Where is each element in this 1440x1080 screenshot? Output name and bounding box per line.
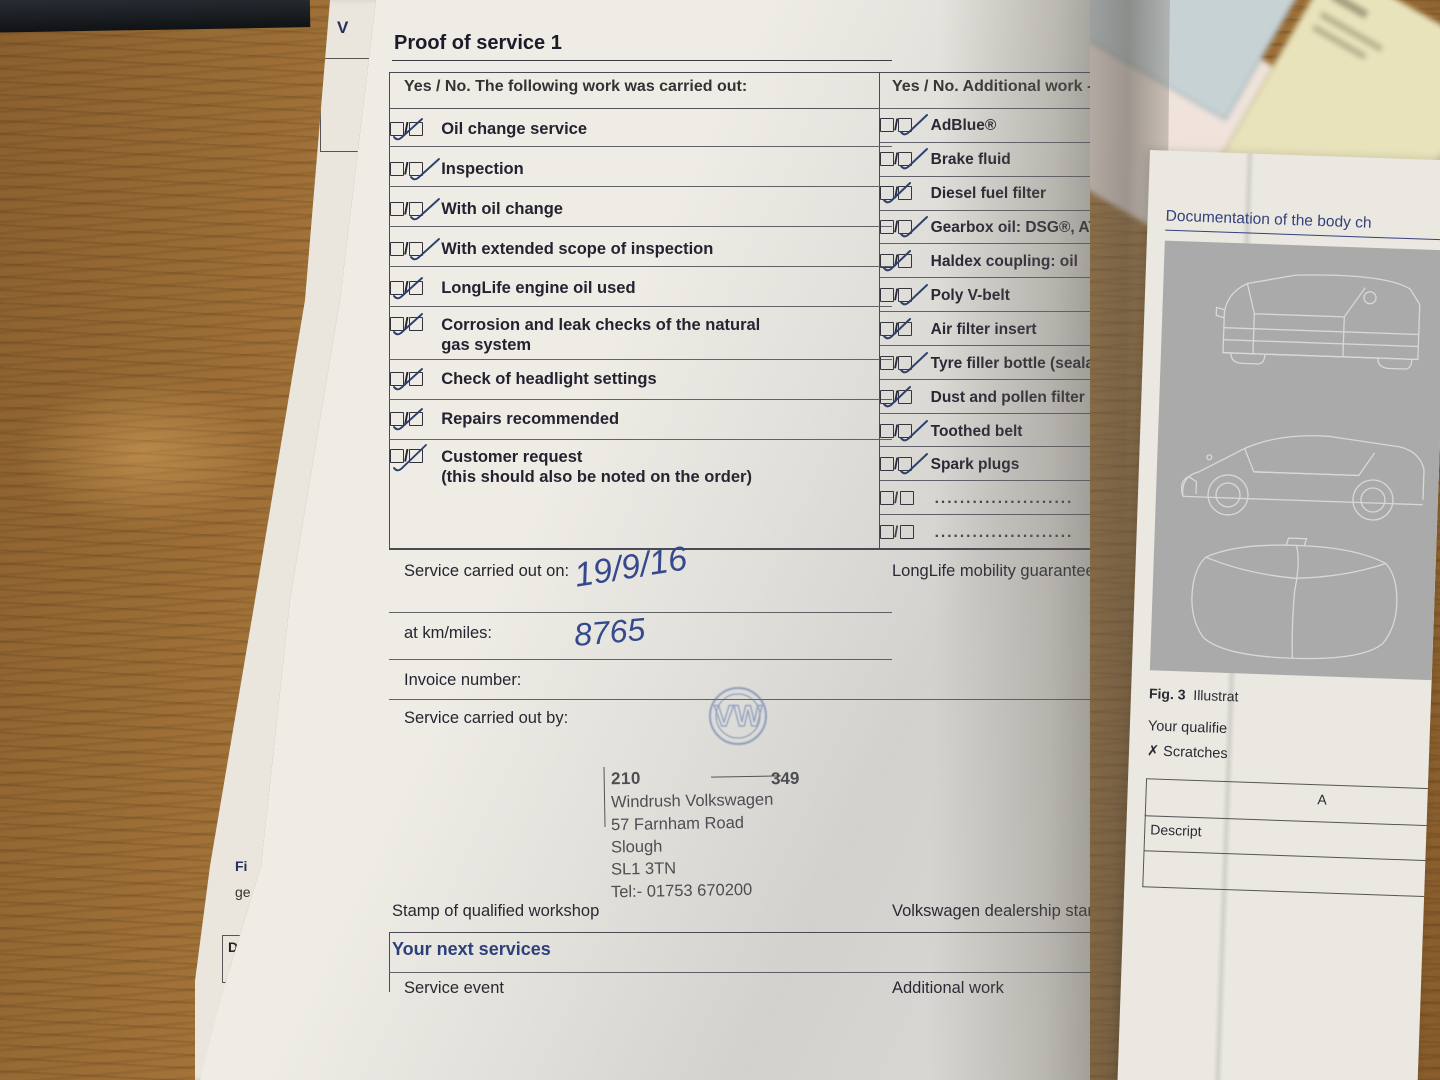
svg-text:VW: VW (714, 700, 763, 733)
